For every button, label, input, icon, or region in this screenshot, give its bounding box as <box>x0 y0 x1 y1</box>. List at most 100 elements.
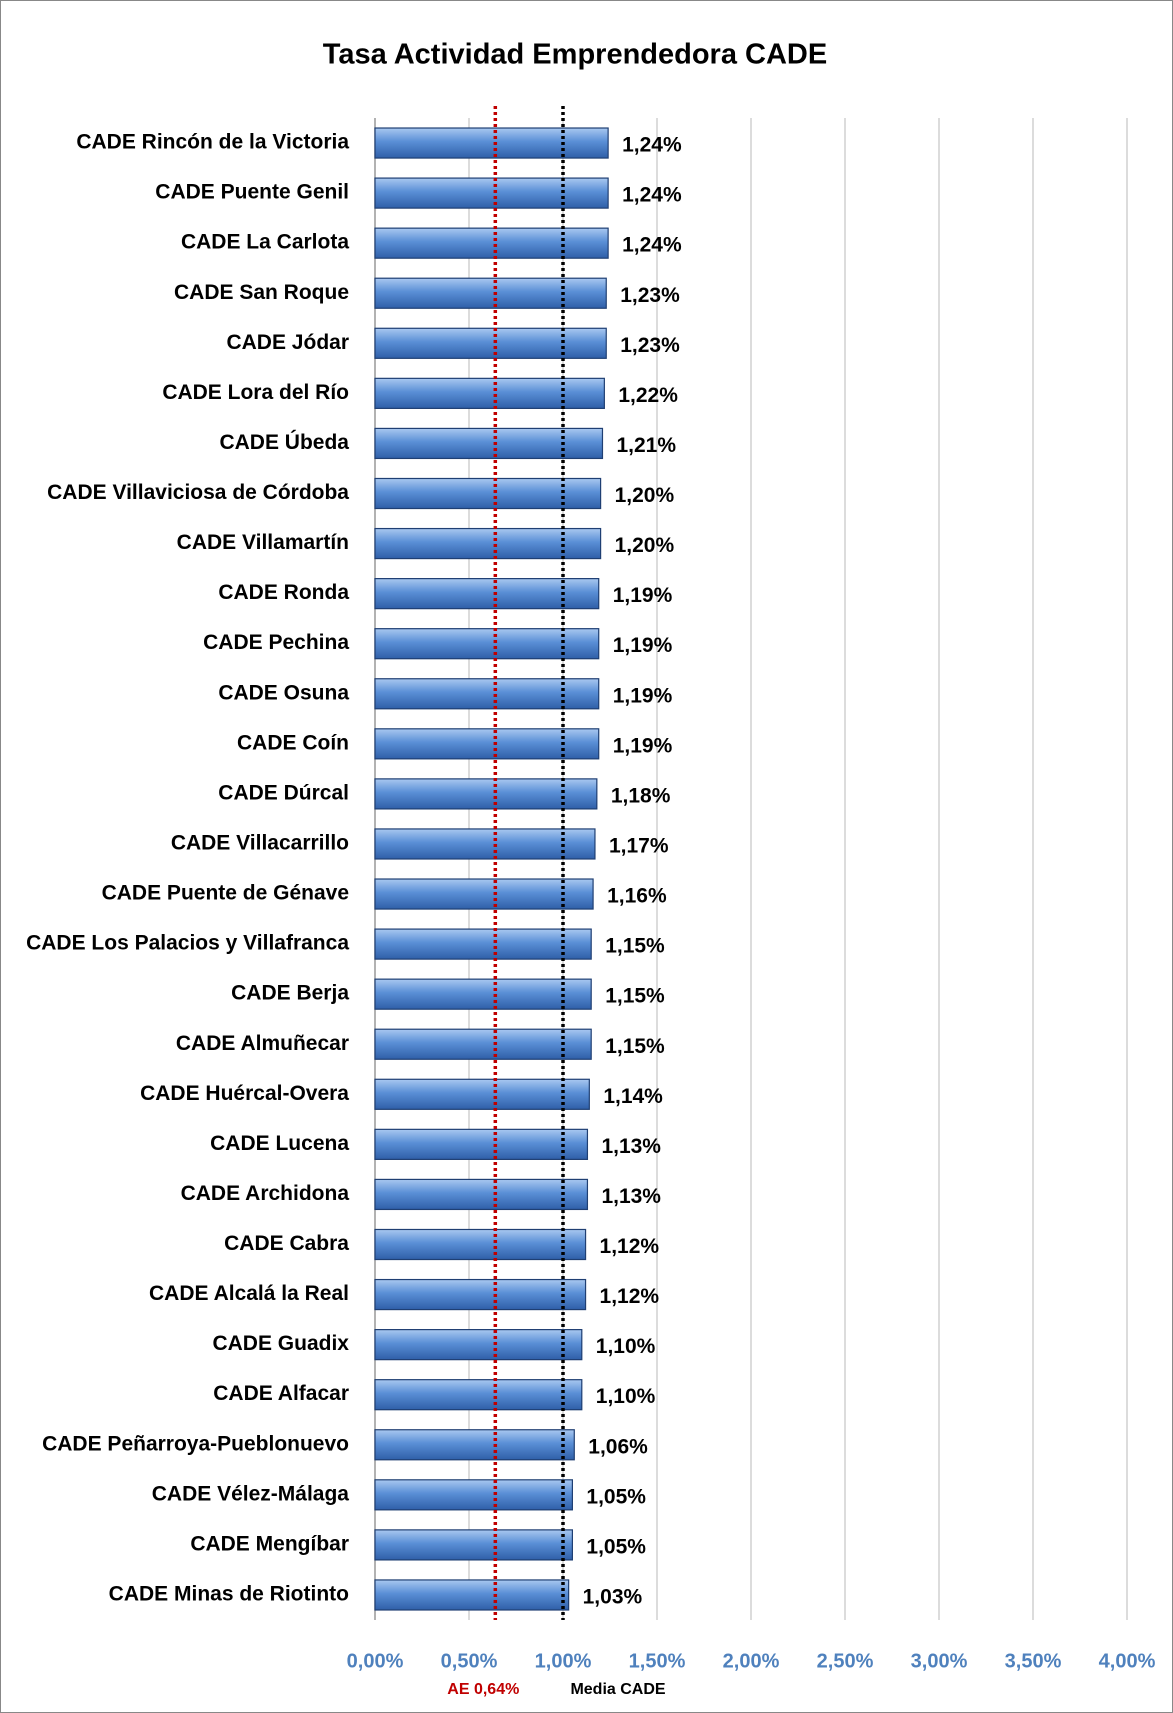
y-tick-label: CADE La Carlota <box>181 231 349 254</box>
value-label: 1,23% <box>620 284 680 307</box>
reference-label: AE 0,64% <box>447 1681 519 1698</box>
x-tick-label: 3,50% <box>1005 1650 1062 1672</box>
y-tick-label: CADE Puente de Génave <box>102 882 349 905</box>
bar <box>374 1579 570 1611</box>
value-label: 1,24% <box>622 184 682 207</box>
y-tick-label: CADE Cabra <box>224 1232 349 1255</box>
bar <box>374 177 609 209</box>
value-label: 1,15% <box>605 1035 665 1058</box>
y-tick-label: CADE Ronda <box>218 581 349 604</box>
value-label: 1,12% <box>600 1285 660 1308</box>
x-tick-label: 0,50% <box>441 1650 498 1672</box>
bar <box>374 678 600 710</box>
value-label: 1,24% <box>622 134 682 157</box>
y-tick-label: CADE Guadix <box>212 1332 349 1355</box>
bar <box>374 1128 589 1160</box>
bar <box>374 1429 575 1461</box>
value-label: 1,12% <box>600 1235 660 1258</box>
value-label: 1,13% <box>601 1185 661 1208</box>
x-tick-label: 1,50% <box>629 1650 686 1672</box>
y-tick-label: CADE Villacarrillo <box>171 832 349 855</box>
bar <box>374 878 594 910</box>
bar <box>374 1529 573 1561</box>
y-tick-label: CADE Coín <box>237 731 349 754</box>
y-tick-label: CADE Osuna <box>218 681 349 704</box>
bar <box>374 377 605 409</box>
bar <box>374 1078 590 1110</box>
value-label: 1,24% <box>622 234 682 257</box>
value-label: 1,16% <box>607 885 667 908</box>
bar <box>374 778 598 810</box>
value-label: 1,19% <box>613 684 673 707</box>
value-label: 1,10% <box>596 1335 656 1358</box>
y-tick-label: CADE Mengíbar <box>190 1532 349 1555</box>
value-label: 1,10% <box>596 1385 656 1408</box>
y-tick-label: CADE San Roque <box>174 281 349 304</box>
value-label: 1,22% <box>618 384 678 407</box>
y-tick-label: CADE Dúrcal <box>218 781 349 804</box>
y-tick-label: CADE Úbeda <box>219 430 349 454</box>
bar <box>374 628 600 660</box>
reference-label: Media CADE <box>570 1681 665 1698</box>
bar <box>374 1278 587 1311</box>
y-tick-label: CADE Villaviciosa de Córdoba <box>47 481 349 504</box>
y-tick-label: CADE Puente Genil <box>155 181 349 204</box>
x-tick-label: 4,00% <box>1099 1650 1156 1672</box>
bar <box>374 728 600 760</box>
y-tick-label: CADE Villamartín <box>177 531 349 554</box>
value-label: 1,19% <box>613 634 673 657</box>
bar <box>374 1178 589 1211</box>
y-tick-label: CADE Jódar <box>226 331 349 354</box>
x-tick-label: 2,50% <box>817 1650 874 1672</box>
y-tick-label: CADE Lucena <box>210 1132 349 1155</box>
value-label: 1,06% <box>588 1435 648 1458</box>
value-label: 1,05% <box>586 1485 646 1508</box>
y-tick-label: CADE Lora del Río <box>162 381 349 404</box>
bar <box>374 578 600 610</box>
y-tick-label: CADE Peñarroya-Pueblonuevo <box>42 1432 349 1455</box>
bar <box>374 1028 592 1060</box>
bar <box>374 327 607 359</box>
value-label: 1,14% <box>603 1085 663 1108</box>
value-label: 1,15% <box>605 935 665 958</box>
y-tick-label: CADE Vélez-Málaga <box>152 1482 350 1505</box>
value-label: 1,17% <box>609 835 669 858</box>
x-tick-label: 3,00% <box>911 1650 968 1672</box>
y-tick-label: CADE Los Palacios y Villafranca <box>26 932 349 955</box>
y-tick-label: CADE Rincón de la Victoria <box>76 131 349 154</box>
value-label: 1,18% <box>611 784 671 807</box>
value-label: 1,19% <box>613 734 673 757</box>
value-label: 1,23% <box>620 334 680 357</box>
y-tick-label: CADE Almuñecar <box>176 1032 349 1055</box>
x-tick-label: 1,00% <box>535 1650 592 1672</box>
x-tick-label: 0,00% <box>347 1650 404 1672</box>
value-label: 1,19% <box>613 584 673 607</box>
value-label: 1,20% <box>615 484 675 507</box>
value-label: 1,15% <box>605 985 665 1008</box>
y-tick-label: CADE Berja <box>231 982 349 1005</box>
bar <box>374 828 596 860</box>
chart-title: Tasa Actividad Emprendedora CADE <box>323 39 827 71</box>
bar <box>374 1329 583 1361</box>
y-tick-label: CADE Pechina <box>203 631 349 654</box>
value-label: 1,05% <box>586 1535 646 1558</box>
y-tick-label: CADE Archidona <box>181 1182 350 1205</box>
bar <box>374 477 602 510</box>
x-tick-label: 2,00% <box>723 1650 780 1672</box>
y-tick-label: CADE Alcalá la Real <box>149 1282 349 1305</box>
y-tick-label: CADE Alfacar <box>213 1382 349 1405</box>
value-label: 1,21% <box>616 434 676 457</box>
bar <box>374 928 592 960</box>
bar <box>374 127 609 159</box>
bar <box>374 277 607 309</box>
bar <box>374 227 609 259</box>
bar <box>374 427 604 460</box>
bar <box>374 1379 583 1411</box>
bar <box>374 1228 587 1261</box>
y-tick-label: CADE Minas de Riotinto <box>109 1583 349 1606</box>
bar <box>374 527 602 560</box>
value-label: 1,03% <box>583 1586 643 1609</box>
value-label: 1,20% <box>615 534 675 557</box>
value-label: 1,13% <box>601 1135 661 1158</box>
